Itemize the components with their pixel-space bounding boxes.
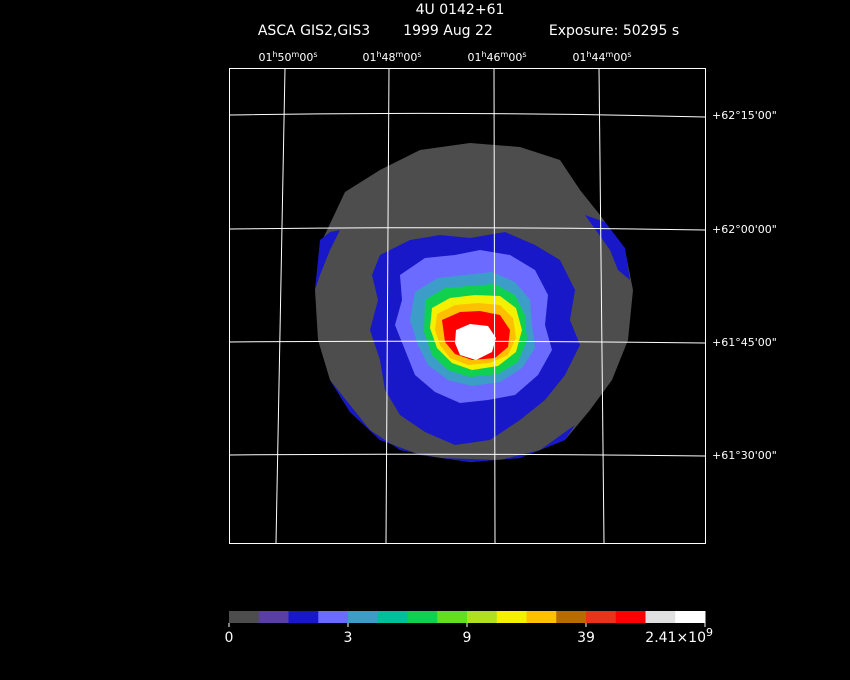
ra-unit: m bbox=[606, 50, 614, 59]
ra-label: 01h50m00s bbox=[258, 50, 317, 64]
colorbar-label: 2.41×109 bbox=[645, 626, 713, 646]
ra-unit: m bbox=[501, 50, 509, 59]
colorbar-segment bbox=[496, 611, 527, 623]
colorbar-label: 39 bbox=[577, 630, 595, 646]
dec-grid-line bbox=[228, 340, 706, 344]
dec-label: +61°45'00" bbox=[712, 336, 777, 349]
coordinate-grid bbox=[228, 67, 706, 544]
ra-unit: s bbox=[627, 50, 631, 59]
ra-number: 50 bbox=[278, 51, 292, 64]
colorbar-segment bbox=[258, 611, 289, 623]
ra-number: 00 bbox=[403, 51, 417, 64]
colorbar-segment bbox=[615, 611, 646, 623]
dec-label: +62°15'00" bbox=[712, 109, 777, 122]
colorbar-segment bbox=[407, 611, 438, 623]
ra-unit: h bbox=[481, 50, 486, 59]
ra-number: 44 bbox=[592, 51, 606, 64]
ra-grid-line bbox=[493, 67, 496, 544]
colorbar-segment bbox=[318, 611, 349, 623]
ra-number: 01 bbox=[572, 51, 586, 64]
colorbar-label-base: 2.41×10 bbox=[645, 630, 706, 646]
ra-unit: h bbox=[272, 50, 277, 59]
colorbar-segment bbox=[586, 611, 617, 623]
colorbar-segment bbox=[467, 611, 498, 623]
colorbar-segment bbox=[437, 611, 468, 623]
ra-unit: m bbox=[292, 50, 300, 59]
colorbar-label: 9 bbox=[463, 630, 472, 646]
ra-number: 46 bbox=[487, 51, 501, 64]
core bbox=[455, 324, 496, 360]
ra-number: 01 bbox=[362, 51, 376, 64]
dec-grid-line bbox=[228, 453, 706, 457]
ra-grid-line bbox=[598, 67, 605, 544]
colorbar-segment bbox=[348, 611, 379, 623]
colorbar-segment bbox=[526, 611, 557, 623]
ra-label: 01h46m00s bbox=[467, 50, 526, 64]
ra-unit: s bbox=[313, 50, 317, 59]
dec-label: +61°30'00" bbox=[712, 449, 777, 462]
colorbar-segment bbox=[377, 611, 408, 623]
ra-unit: s bbox=[417, 50, 421, 59]
ra-number: 01 bbox=[467, 51, 481, 64]
ra-number: 00 bbox=[613, 51, 627, 64]
colorbar-label: 0 bbox=[225, 630, 234, 646]
frame bbox=[229, 68, 706, 544]
dec-grid-line bbox=[228, 112, 706, 118]
date: 1999 Aug 22 bbox=[403, 23, 493, 39]
ra-number: 48 bbox=[382, 51, 396, 64]
colorbar-segment bbox=[675, 611, 706, 623]
dec-grid-line bbox=[228, 227, 706, 231]
dec-label: +62°00'00" bbox=[712, 223, 777, 236]
ra-unit: h bbox=[586, 50, 591, 59]
colorbar-label-exp: 9 bbox=[706, 626, 713, 639]
ra-unit: s bbox=[522, 50, 526, 59]
title: 4U 0142+61 bbox=[416, 2, 505, 18]
ra-grid-line bbox=[385, 67, 390, 544]
colorbar-segment bbox=[556, 611, 587, 623]
colorbar-label: 3 bbox=[344, 630, 353, 646]
ra-number: 00 bbox=[508, 51, 522, 64]
ra-label: 01h44m00s bbox=[572, 50, 631, 64]
ra-number: 01 bbox=[258, 51, 272, 64]
instrument: ASCA GIS2,GIS3 bbox=[258, 23, 370, 39]
exposure: Exposure: 50295 s bbox=[549, 23, 679, 39]
image bbox=[315, 143, 633, 462]
colorbar-segment bbox=[645, 611, 676, 623]
colorbar-segment bbox=[288, 611, 319, 623]
ra-number: 00 bbox=[299, 51, 313, 64]
ra-unit: m bbox=[396, 50, 404, 59]
colorbar-segment bbox=[229, 611, 260, 623]
ra-label: 01h48m00s bbox=[362, 50, 421, 64]
ra-grid-line bbox=[275, 67, 286, 544]
ra-unit: h bbox=[376, 50, 381, 59]
